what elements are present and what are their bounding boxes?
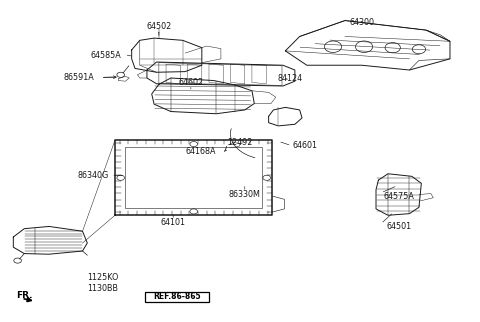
Text: 64602: 64602 — [178, 78, 204, 87]
Text: 64300: 64300 — [349, 18, 374, 27]
Text: 64168A: 64168A — [186, 147, 216, 156]
Text: FR.: FR. — [16, 291, 32, 300]
Text: 86591A: 86591A — [64, 73, 95, 82]
Text: 12492: 12492 — [228, 138, 252, 147]
Text: 1130BB: 1130BB — [87, 284, 119, 293]
Text: 64501: 64501 — [386, 222, 411, 231]
Bar — [144, 292, 209, 302]
Text: 64585A: 64585A — [90, 51, 121, 60]
Text: 86340G: 86340G — [78, 171, 109, 180]
Text: REF.86-865: REF.86-865 — [153, 292, 201, 301]
Text: 64101: 64101 — [161, 218, 186, 227]
Text: 86330M: 86330M — [229, 190, 261, 199]
Text: 64502: 64502 — [146, 23, 171, 32]
Text: 64601: 64601 — [293, 141, 318, 150]
Text: 64575A: 64575A — [384, 192, 414, 201]
Text: 1125KO: 1125KO — [87, 273, 119, 282]
Bar — [125, 147, 262, 208]
Text: 84124: 84124 — [277, 73, 303, 82]
